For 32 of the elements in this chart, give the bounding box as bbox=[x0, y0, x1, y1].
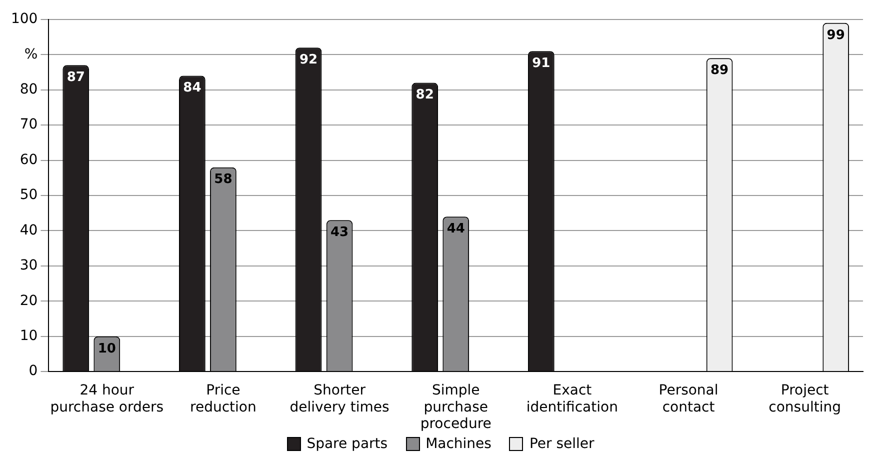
data-label: 58 bbox=[214, 172, 232, 188]
data-label: 82 bbox=[416, 88, 434, 103]
legend-label: Per seller bbox=[529, 436, 594, 452]
data-label: 84 bbox=[183, 80, 202, 96]
x-tick-label: Shorter delivery times bbox=[290, 382, 390, 416]
y-tick-label: 30 bbox=[20, 258, 38, 274]
y-tick-label: 40 bbox=[20, 222, 38, 238]
data-label: 99 bbox=[826, 28, 845, 43]
x-tick-label: Personal contact bbox=[658, 382, 718, 416]
data-label: 91 bbox=[532, 56, 550, 71]
y-tick-label: 20 bbox=[20, 292, 38, 309]
y-tick-label: 70 bbox=[20, 116, 38, 133]
x-tick-label: Simple purchase procedure bbox=[420, 382, 492, 432]
legend-label: Spare parts bbox=[306, 436, 388, 452]
y-tick-label: % bbox=[24, 46, 38, 62]
x-tick-label: Project consulting bbox=[768, 382, 842, 416]
data-label: 89 bbox=[710, 63, 729, 78]
data-label: 10 bbox=[98, 341, 116, 356]
x-tick-label: 24 hour purchase orders bbox=[50, 382, 164, 416]
x-tick-label: Price reduction bbox=[190, 382, 256, 416]
y-tick-label: 60 bbox=[20, 152, 38, 168]
data-label: 92 bbox=[299, 52, 318, 68]
legend-label: Machines bbox=[426, 436, 492, 452]
y-tick-label: 100 bbox=[10, 11, 38, 28]
y-tick-label: 50 bbox=[20, 187, 38, 204]
y-tick-label: 10 bbox=[20, 328, 38, 344]
y-tick-label: 0 bbox=[28, 363, 38, 380]
y-tick-label: 80 bbox=[20, 81, 38, 98]
data-label: 44 bbox=[446, 222, 465, 237]
data-label: 43 bbox=[330, 225, 349, 240]
data-label: 87 bbox=[66, 70, 85, 86]
x-tick-label: Exact identification bbox=[526, 382, 618, 416]
